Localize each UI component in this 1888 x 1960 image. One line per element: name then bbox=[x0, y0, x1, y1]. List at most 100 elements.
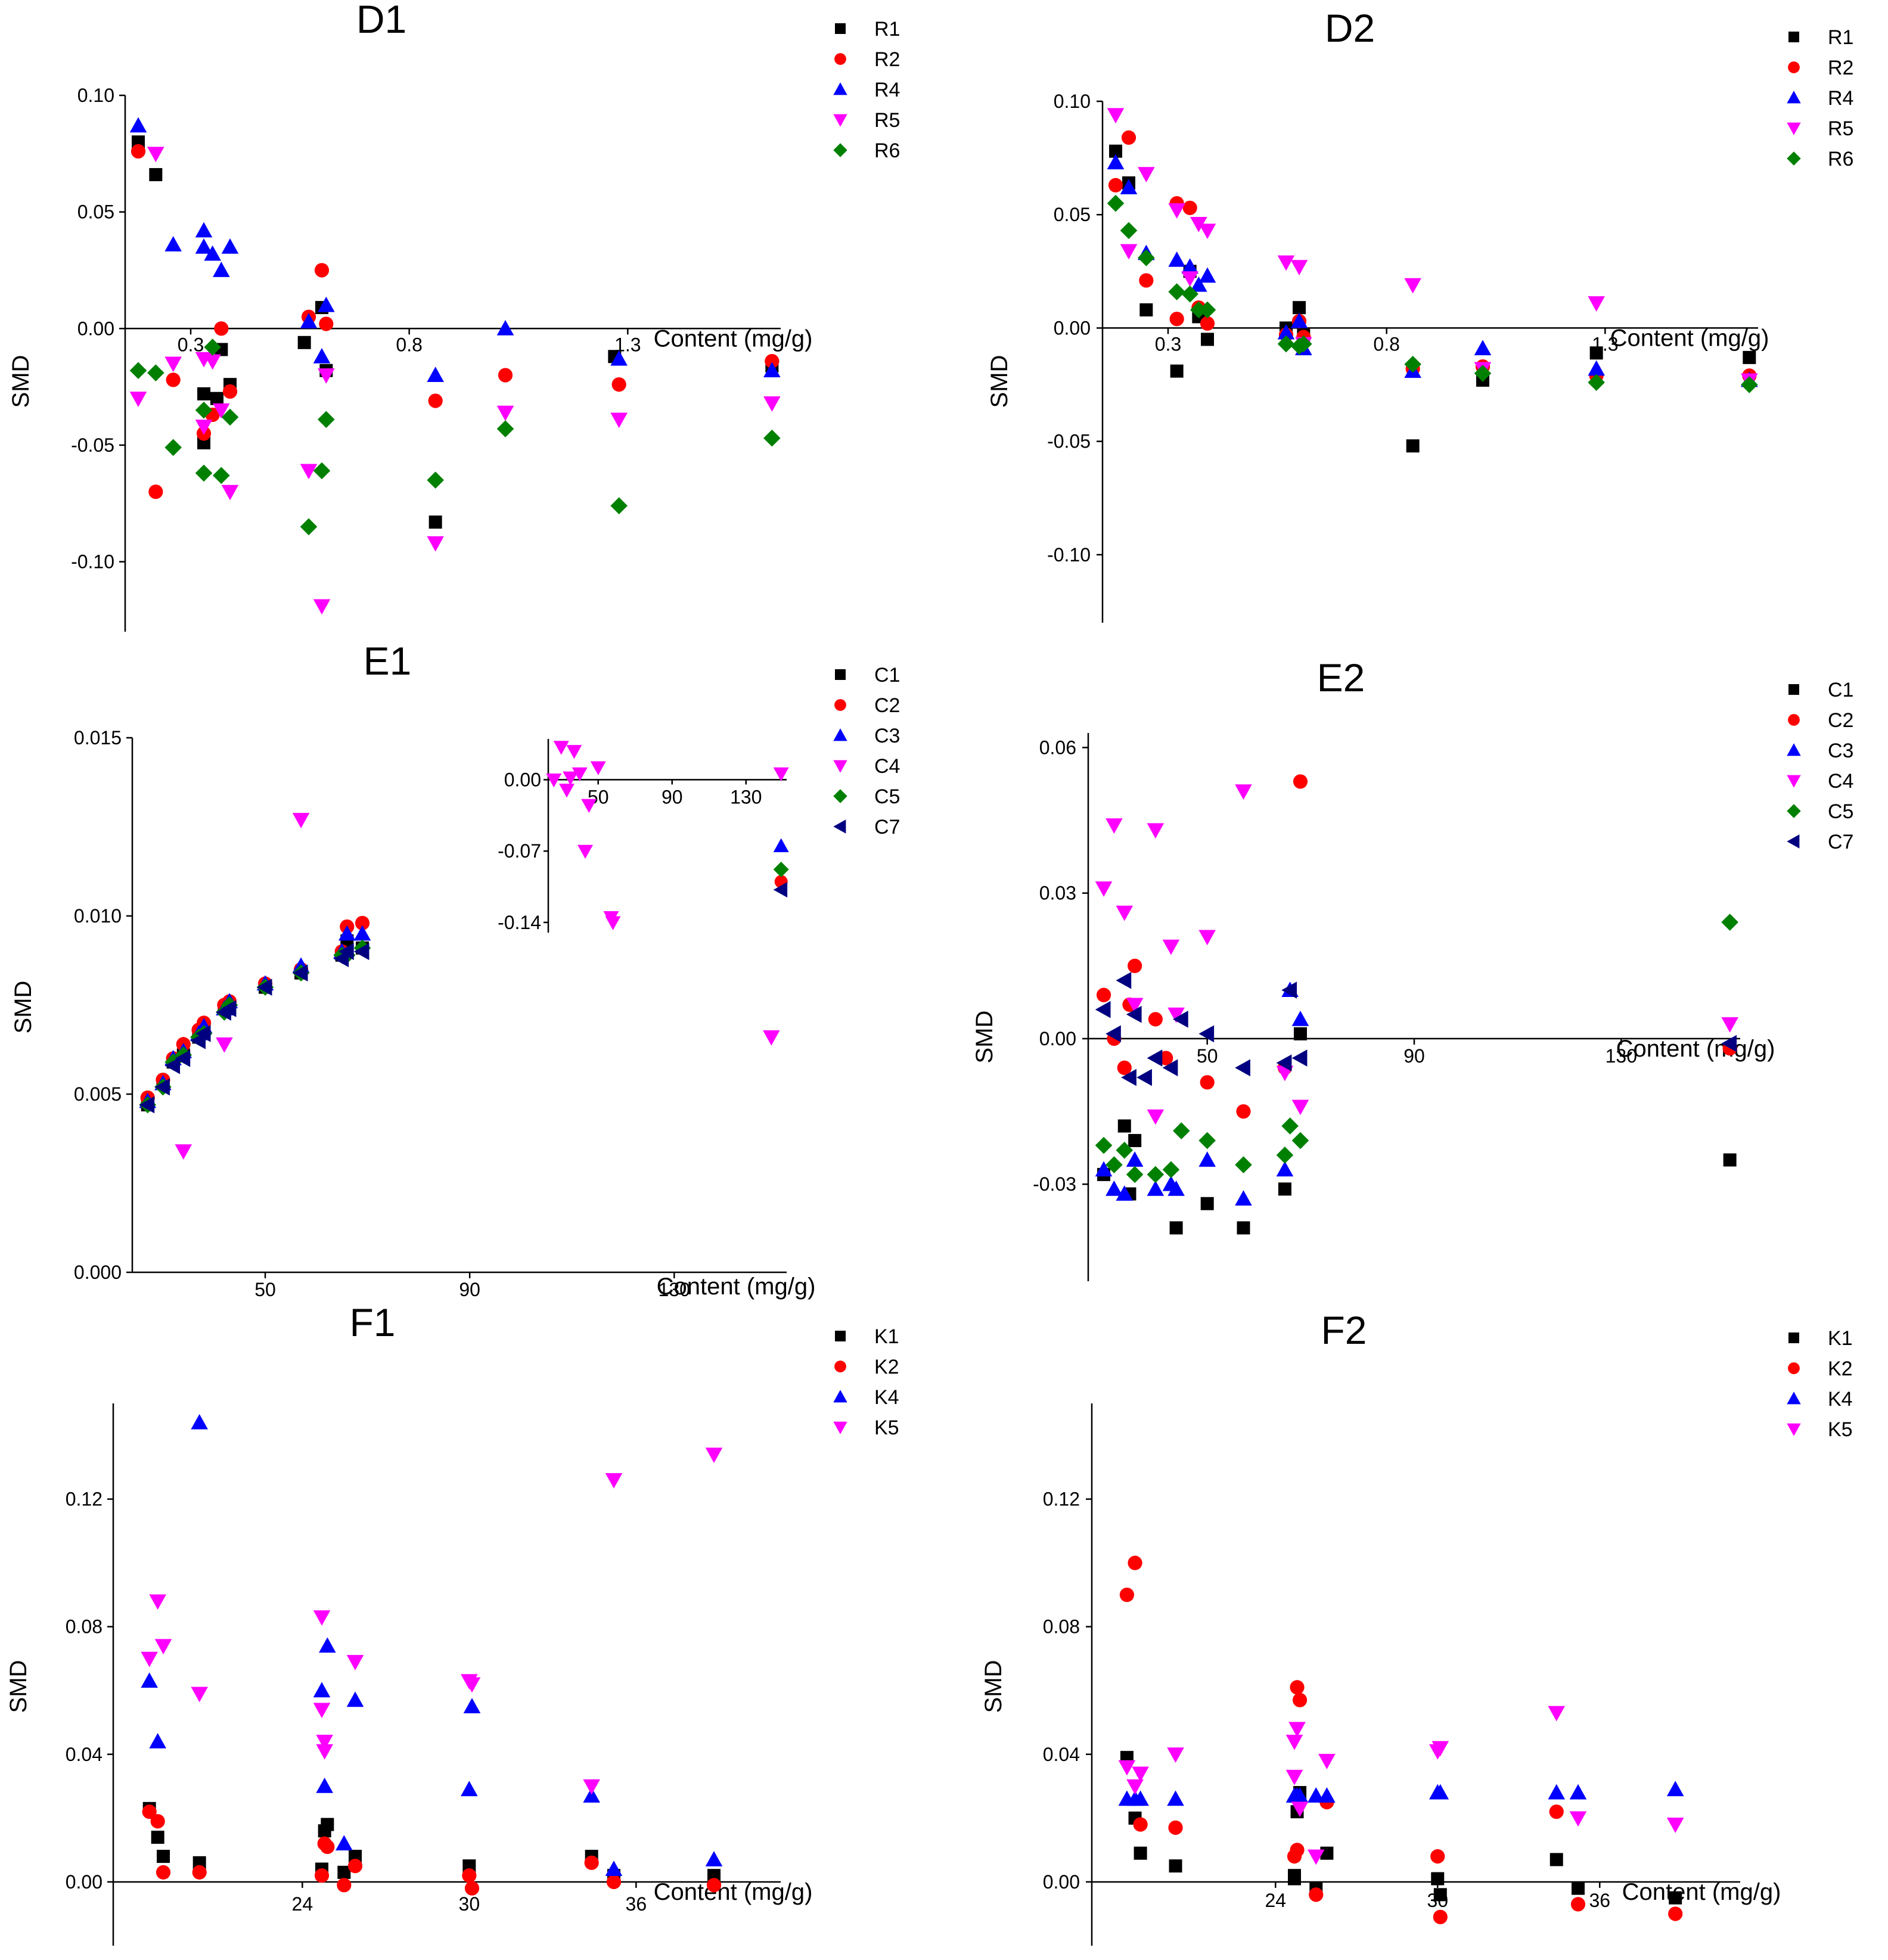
data-point bbox=[1116, 971, 1132, 989]
data-point bbox=[1723, 1153, 1737, 1167]
series-k4 bbox=[141, 1414, 723, 1876]
legend-label-c2: C2 bbox=[1828, 709, 1853, 732]
data-point bbox=[1431, 1741, 1449, 1757]
legend-label-c3: C3 bbox=[874, 725, 900, 747]
data-point bbox=[1167, 1747, 1184, 1763]
data-point bbox=[164, 1057, 181, 1074]
data-point bbox=[320, 1839, 335, 1855]
data-point bbox=[313, 1703, 331, 1719]
x-axis-title: Content (mg/g) bbox=[654, 325, 813, 352]
data-point bbox=[1139, 273, 1154, 288]
x-tick-label: 90 bbox=[459, 1279, 480, 1300]
data-point bbox=[191, 1686, 208, 1703]
data-point bbox=[355, 915, 370, 931]
x-tick-label: 130 bbox=[1606, 1045, 1637, 1067]
panel-title-d2: D2 bbox=[1325, 6, 1375, 50]
data-point bbox=[221, 484, 239, 501]
data-point bbox=[463, 1698, 481, 1713]
inset-data-point bbox=[590, 761, 606, 775]
inset-x-tick-label: 90 bbox=[662, 786, 683, 807]
data-point bbox=[1281, 981, 1297, 999]
legend-marker-c4 bbox=[833, 760, 847, 773]
legend-marker-c4 bbox=[1787, 775, 1801, 788]
data-point bbox=[1290, 312, 1308, 328]
data-point bbox=[496, 420, 514, 437]
data-point bbox=[1107, 154, 1125, 170]
data-point bbox=[316, 1778, 333, 1793]
data-point bbox=[195, 238, 213, 254]
data-point bbox=[214, 321, 229, 336]
legend-label-c3: C3 bbox=[1828, 740, 1853, 762]
y-tick-label: 0.05 bbox=[77, 201, 114, 223]
x-axis-title: Content (mg/g) bbox=[1610, 325, 1769, 351]
legend-marker-c1 bbox=[1788, 684, 1799, 695]
data-point bbox=[256, 979, 272, 996]
data-point bbox=[1134, 1846, 1147, 1860]
data-point bbox=[318, 368, 335, 384]
data-point bbox=[1167, 1007, 1185, 1023]
data-point bbox=[1474, 365, 1492, 382]
legend-marker-k2 bbox=[834, 1360, 846, 1372]
y-tick-label: 0.04 bbox=[66, 1744, 103, 1765]
legend-marker-r4 bbox=[833, 82, 847, 95]
series-c1 bbox=[1097, 1027, 1737, 1235]
data-point bbox=[195, 464, 213, 482]
data-point bbox=[1198, 223, 1216, 240]
series-r4 bbox=[1107, 154, 1758, 387]
data-point bbox=[1309, 1887, 1324, 1902]
data-point bbox=[1128, 1555, 1142, 1570]
data-point bbox=[1433, 1888, 1447, 1902]
inset-data-point bbox=[577, 844, 594, 859]
data-point bbox=[1147, 823, 1165, 839]
data-point bbox=[1106, 818, 1123, 834]
data-point bbox=[1162, 1059, 1178, 1077]
data-point bbox=[1291, 1132, 1309, 1150]
data-point bbox=[1169, 1221, 1183, 1235]
inset-data-point bbox=[773, 767, 789, 782]
legend-marker-r5 bbox=[1787, 122, 1801, 135]
legend-marker-k1 bbox=[835, 1331, 846, 1341]
data-point bbox=[337, 1878, 352, 1893]
data-point bbox=[221, 238, 239, 254]
data-point bbox=[762, 1030, 780, 1046]
data-point bbox=[765, 353, 780, 369]
data-point bbox=[141, 1651, 158, 1667]
data-point bbox=[319, 1637, 336, 1653]
data-point bbox=[428, 515, 442, 529]
data-point bbox=[166, 372, 181, 387]
data-point bbox=[1588, 374, 1605, 392]
data-point bbox=[1095, 1001, 1111, 1018]
panel-title-e2: E2 bbox=[1317, 656, 1365, 700]
x-tick-label: 24 bbox=[1265, 1890, 1286, 1911]
data-point bbox=[464, 1881, 480, 1896]
x-axis-title: Content (mg/g) bbox=[657, 1273, 816, 1300]
data-point bbox=[1293, 301, 1306, 315]
data-point bbox=[1095, 881, 1113, 897]
panel-e2: E2 0.06 0.03 0.00 -0.03 50 90 130 SMD Content (mg… bbox=[971, 656, 1853, 1281]
data-point bbox=[292, 813, 310, 828]
y-axis-title: SMD bbox=[5, 1660, 32, 1713]
data-point bbox=[1116, 1141, 1134, 1159]
data-point bbox=[610, 412, 628, 428]
series-c2 bbox=[140, 915, 370, 1105]
series-r6 bbox=[129, 338, 781, 536]
legend-marker-r5 bbox=[833, 114, 847, 127]
data-point bbox=[1126, 1005, 1142, 1023]
data-point bbox=[129, 117, 147, 133]
series-r1 bbox=[1109, 144, 1756, 453]
data-point bbox=[195, 1025, 211, 1042]
data-point bbox=[314, 1868, 330, 1883]
data-point bbox=[1162, 1161, 1180, 1179]
series-k2 bbox=[1119, 1555, 1683, 1924]
data-point bbox=[1162, 939, 1180, 955]
inset-x-tick-label: 130 bbox=[730, 786, 762, 807]
data-point bbox=[1548, 1784, 1566, 1800]
data-point bbox=[705, 1448, 723, 1463]
data-point bbox=[1169, 1859, 1182, 1873]
x-axis-title: Content (mg/g) bbox=[1622, 1879, 1781, 1905]
data-point bbox=[129, 392, 147, 407]
data-point bbox=[1132, 1766, 1149, 1782]
data-point bbox=[347, 1859, 363, 1874]
y-tick-label: 0.06 bbox=[1039, 737, 1076, 758]
data-point bbox=[1190, 276, 1207, 292]
